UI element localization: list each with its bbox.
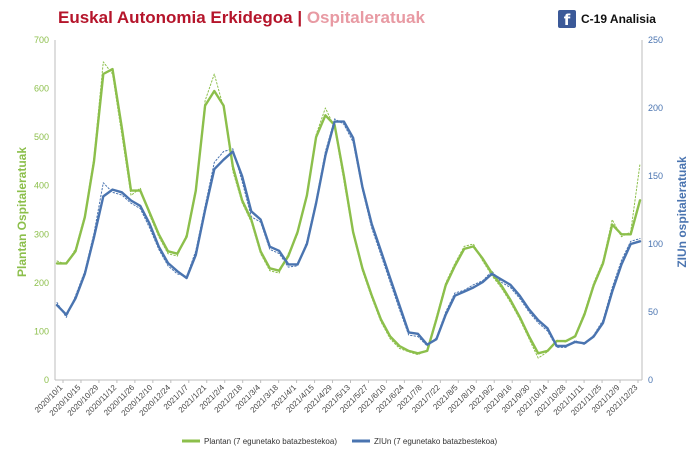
y-left-tick-label: 300 [34,229,49,239]
y-left-tick-label: 0 [44,375,49,385]
y-axis-left-label: Plantan Ospitaleratuak [15,147,29,277]
chart-series [55,61,642,359]
chart-title: Euskal Autonomia Erkidegoa | Ospitalerat… [58,8,425,28]
title-subject: Ospitaleratuak [306,8,425,27]
y-left-tick-label: 500 [34,132,49,142]
chart-legend: Plantan (7 egunetako batazbestekoa) ZIUn… [182,437,498,446]
y-right-tick-label: 100 [648,239,663,249]
y-left-tick-label: 200 [34,278,49,288]
legend-label-ziun: ZIUn (7 egunetako batazbestekoa) [374,437,498,446]
title-region: Euskal Autonomia Erkidegoa [58,8,293,27]
y-left-tick-label: 400 [34,181,49,191]
legend-label-plantan: Plantan (7 egunetako batazbestekoa) [204,437,337,446]
brand-badge[interactable]: f C-19 Analisia [558,10,656,29]
y-right-tick-label: 250 [648,35,663,45]
y-right-tick-label: 50 [648,307,658,317]
y-right-tick-label: 150 [648,171,663,181]
y-axis-right-label: ZIUn ospitaleratuak [675,156,689,268]
title-separator: | [297,8,303,27]
y-right-tick-label: 200 [648,103,663,113]
y-right-tick-label: 0 [648,375,653,385]
series-line-ziun-daily [56,118,641,348]
facebook-icon: f [558,10,576,29]
chart-ticks: 0100200300400500600700050100150200250202… [33,35,663,418]
y-left-tick-label: 600 [34,84,49,94]
series-line-ziun-avg [55,120,642,348]
brand-label: C-19 Analisia [581,12,656,26]
y-left-tick-label: 100 [34,326,49,336]
y-left-tick-label: 700 [34,35,49,45]
series-line-plantan-avg [55,67,642,355]
